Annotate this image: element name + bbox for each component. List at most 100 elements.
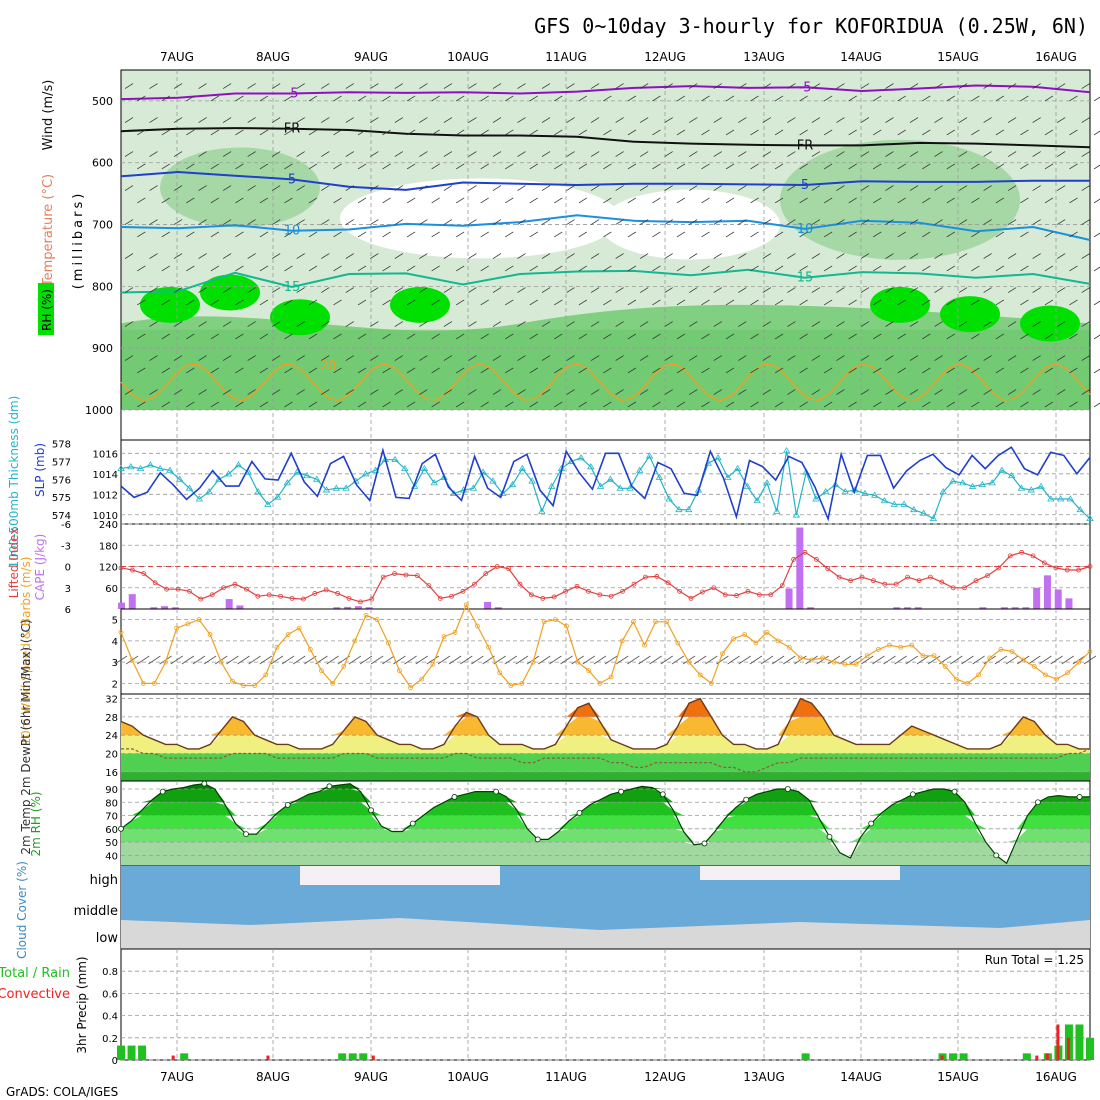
wind-barb — [468, 321, 477, 327]
wind-barb — [455, 197, 465, 204]
wind-barb — [873, 299, 882, 306]
wind-barb — [664, 355, 673, 361]
wind-barb — [333, 401, 342, 408]
wind-barb — [693, 655, 707, 665]
wind-barb — [517, 389, 526, 395]
wind-marker — [229, 678, 235, 684]
rh-saturated-patch — [200, 274, 260, 311]
wind-barb — [210, 333, 220, 340]
wind-barb — [271, 389, 281, 395]
wind-barb — [603, 231, 612, 238]
wind-barb — [394, 355, 404, 361]
dewpoint-line — [121, 748, 1091, 773]
rh-marker — [159, 788, 166, 795]
wind-barb — [774, 367, 784, 374]
wind-barb — [946, 265, 956, 272]
thickness-tick: 575 — [52, 493, 71, 504]
wind-marker — [430, 661, 436, 667]
wind-barb — [1093, 130, 1100, 136]
wind-barb — [922, 129, 931, 136]
wind-marker — [786, 644, 792, 650]
li-marker — [164, 586, 170, 592]
wind-barb — [590, 83, 600, 89]
wind-barb — [664, 83, 673, 89]
precip-total-bar — [959, 1053, 968, 1060]
li-marker — [711, 585, 717, 591]
wind-barb — [173, 185, 183, 191]
cape-bar — [785, 588, 793, 609]
thickness-marker — [919, 509, 928, 516]
wind-marker — [853, 661, 859, 667]
wind-barb — [676, 129, 686, 136]
wind-barb — [909, 83, 919, 89]
wind-barb — [823, 197, 833, 204]
wind-barb — [235, 95, 244, 102]
wind-barb — [492, 253, 502, 259]
wind-barb — [823, 333, 833, 340]
precip-conv-bar — [1066, 1037, 1070, 1060]
wind-barb — [406, 401, 416, 408]
wind-barb — [1081, 83, 1090, 89]
wind-barb — [983, 83, 992, 89]
rh-marker — [868, 820, 875, 827]
wind-barb — [836, 117, 845, 123]
isotherm-line — [120, 170, 1090, 191]
wind-barb — [468, 83, 477, 89]
wind-barb — [1032, 117, 1041, 123]
date-label-bottom: 16AUG — [1035, 1070, 1077, 1084]
li-marker — [529, 592, 534, 598]
wind-barb — [404, 655, 417, 665]
date-label-bottom: 10AUG — [447, 1070, 489, 1084]
wind-barb — [431, 163, 440, 170]
wind-barb — [419, 389, 428, 395]
wind-barb — [738, 117, 747, 123]
wind-barb — [762, 219, 772, 225]
wind-barb — [1044, 265, 1054, 272]
wind-barb — [259, 231, 269, 238]
wind-barb — [603, 367, 612, 374]
wind-barb — [578, 129, 588, 136]
wind-barb — [296, 117, 305, 123]
wind-barb — [1081, 253, 1090, 259]
thickness-marker — [792, 511, 801, 518]
thickness-marker — [224, 470, 233, 477]
wind-barb — [431, 367, 440, 374]
wind-barb — [382, 163, 391, 170]
isotherm-label: FR — [284, 122, 301, 137]
date-label-bottom: 14AUG — [840, 1070, 882, 1084]
wind-marker — [720, 651, 725, 657]
wind-barb — [627, 265, 637, 272]
wind-barb — [517, 151, 526, 157]
wind-barb — [1044, 95, 1054, 102]
precip-conv-bar — [371, 1055, 375, 1060]
wind-barb — [455, 95, 465, 102]
wind-barb — [590, 185, 600, 191]
wind-marker — [196, 617, 202, 623]
cape-tick: 240 — [99, 520, 118, 531]
wind-barb — [897, 265, 906, 272]
wind-barb — [308, 129, 318, 136]
li-marker — [563, 588, 568, 594]
wind-barb — [186, 231, 195, 238]
wind-barb — [247, 219, 256, 225]
li-marker — [300, 596, 306, 602]
thickness-marker — [841, 488, 850, 495]
cape-bar — [118, 602, 125, 609]
wind-barb — [860, 219, 870, 225]
wind-barb — [725, 265, 735, 272]
thickness-marker — [234, 461, 243, 468]
rh-marker — [784, 786, 791, 792]
wind-marker — [552, 617, 558, 623]
thickness-marker — [1086, 514, 1094, 522]
wind-marker — [207, 632, 213, 637]
wind-barb — [1081, 389, 1090, 395]
wind-barb — [554, 401, 563, 408]
li-marker — [1019, 549, 1024, 555]
wind-barb — [247, 83, 256, 89]
wind-barb — [799, 231, 808, 238]
li-marker — [973, 578, 979, 584]
wind-barb — [627, 231, 637, 238]
wind-barb — [566, 151, 575, 157]
wind-barb — [431, 401, 440, 408]
wind-tick: 5 — [112, 616, 118, 627]
